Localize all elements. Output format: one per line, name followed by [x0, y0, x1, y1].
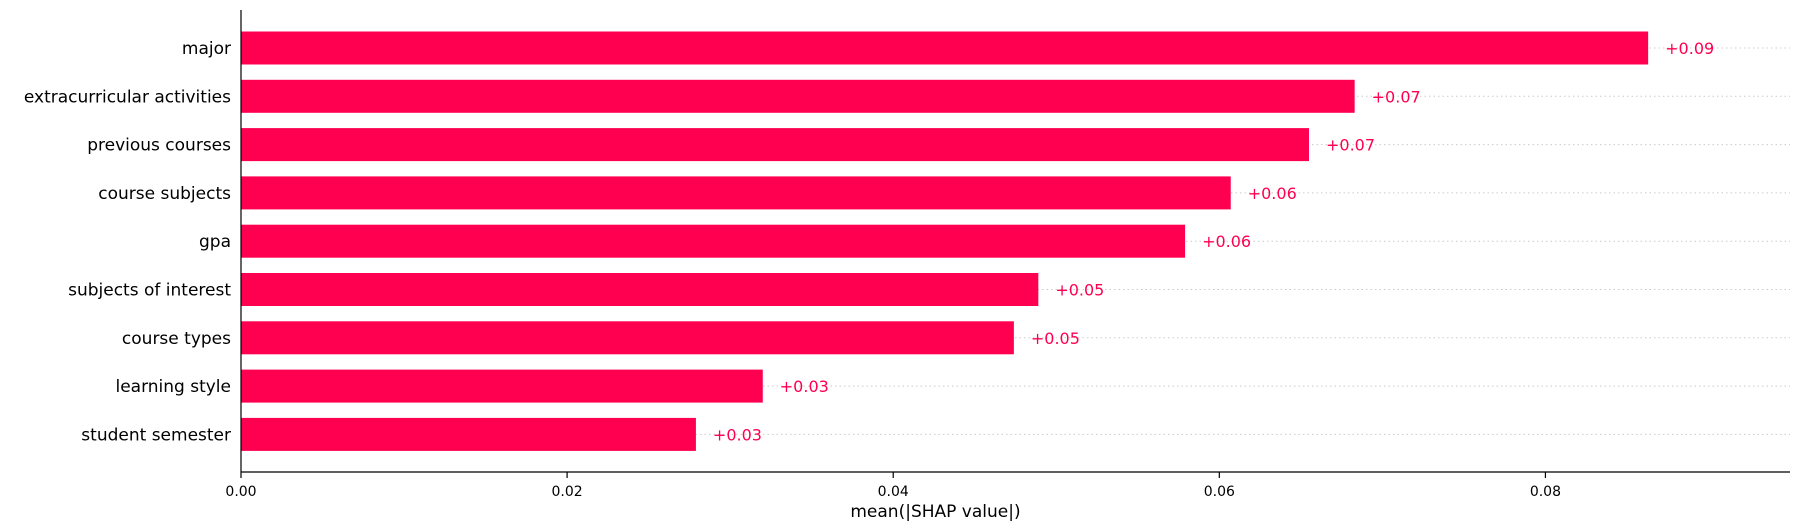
bar — [241, 176, 1231, 210]
bar-value-label: +0.07 — [1372, 87, 1421, 106]
value-labels: +0.09 +0.07 +0.07 +0.06 +0.06 +0.05 +0.05 +0.03… — [713, 39, 1714, 444]
bars — [241, 31, 1649, 451]
feature-label: previous courses — [87, 136, 231, 156]
bar-value-label: +0.09 — [1665, 39, 1714, 58]
x-tick-label: 0.08 — [1530, 484, 1561, 500]
bar — [241, 128, 1309, 162]
bar — [241, 369, 763, 403]
bar-value-label: +0.06 — [1248, 184, 1297, 203]
feature-label: extracurricular activities — [24, 87, 231, 107]
bar — [241, 273, 1039, 306]
feature-labels: major extracurricular activities previous … — [24, 39, 231, 445]
feature-label: course subjects — [98, 184, 231, 204]
bar-value-label: +0.03 — [713, 425, 762, 444]
bar — [241, 224, 1186, 258]
feature-label: student semester — [81, 425, 231, 445]
bar — [241, 321, 1014, 355]
feature-label: course types — [122, 329, 231, 349]
feature-label: gpa — [199, 232, 231, 252]
bar-value-label: +0.05 — [1031, 329, 1080, 348]
feature-label: major — [182, 39, 231, 59]
bar-value-label: +0.03 — [780, 377, 829, 396]
bar — [241, 79, 1355, 113]
bar — [241, 417, 696, 451]
bar-value-label: +0.05 — [1055, 281, 1104, 300]
feature-label: subjects of interest — [68, 281, 231, 301]
x-tick-label: 0.02 — [552, 484, 583, 500]
x-ticks: 0.00 0.02 0.04 0.06 0.08 — [225, 472, 1561, 500]
x-tick-label: 0.06 — [1204, 484, 1235, 500]
bar — [241, 31, 1649, 65]
bar-value-label: +0.06 — [1202, 232, 1251, 251]
x-tick-label: 0.04 — [878, 484, 909, 500]
x-tick-label: 0.00 — [225, 484, 256, 500]
feature-label: learning style — [115, 377, 231, 397]
bar-value-label: +0.07 — [1326, 136, 1375, 155]
x-axis-title: mean(|SHAP value|) — [850, 502, 1020, 522]
